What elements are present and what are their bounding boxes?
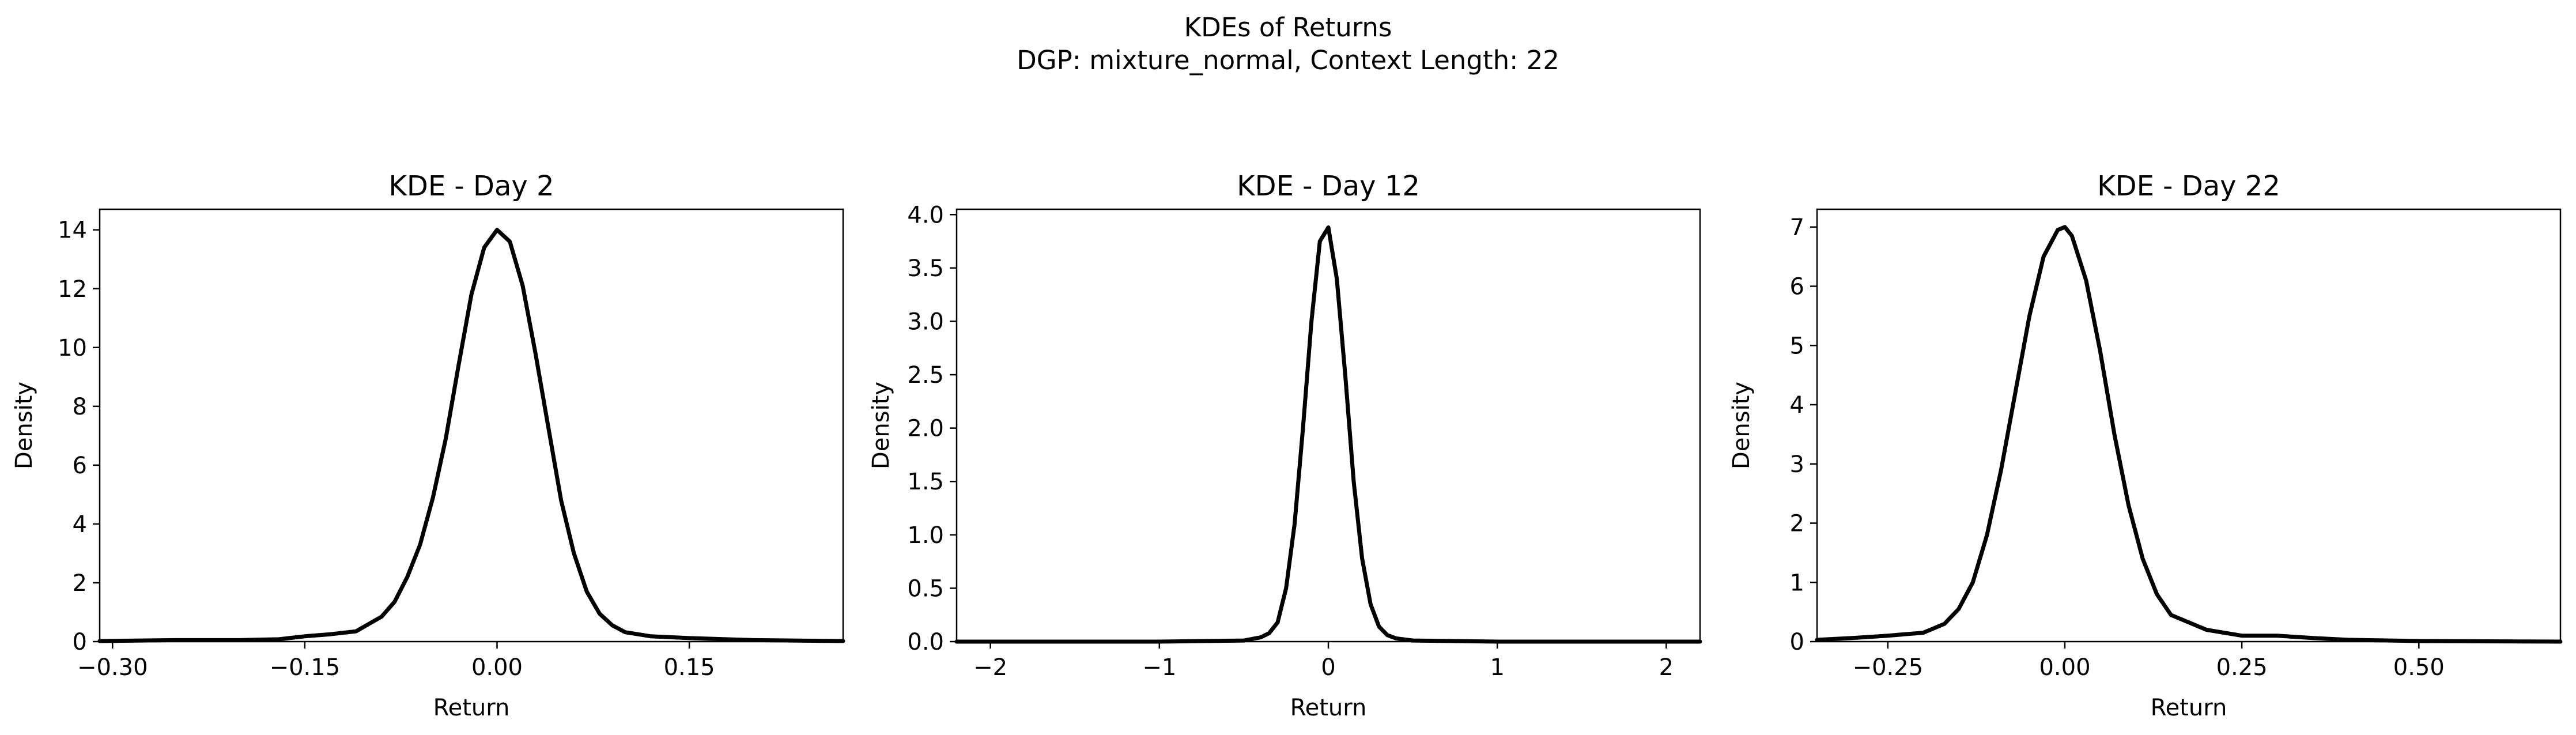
subplot-title: KDE - Day 12 bbox=[1237, 170, 1420, 202]
x-tick-label: 0.25 bbox=[2216, 654, 2268, 681]
x-tick-label: 0.00 bbox=[2039, 654, 2090, 681]
figure-title-line1: KDEs of Returns bbox=[1184, 12, 1392, 43]
y-tick-label: 0 bbox=[73, 629, 87, 655]
x-axis-label: Return bbox=[2151, 695, 2227, 721]
y-tick-label: 5 bbox=[1790, 333, 1804, 359]
y-tick-label: 6 bbox=[73, 453, 87, 479]
x-tick-label: −0.30 bbox=[77, 654, 148, 681]
y-tick-label: 4 bbox=[73, 511, 87, 538]
x-tick-label: 0 bbox=[1321, 654, 1335, 681]
y-tick-label: 10 bbox=[58, 335, 87, 361]
x-tick-label: −0.25 bbox=[1853, 654, 1924, 681]
y-tick-label: 1.0 bbox=[907, 522, 944, 549]
subplot-title: KDE - Day 22 bbox=[2097, 170, 2280, 202]
y-axis-label: Density bbox=[1728, 382, 1755, 469]
y-tick-label: 4.0 bbox=[907, 202, 944, 228]
y-axis-label: Density bbox=[11, 382, 37, 469]
y-tick-label: 2 bbox=[1790, 511, 1804, 537]
x-tick-label: −0.15 bbox=[270, 654, 341, 681]
subplot-title: KDE - Day 2 bbox=[388, 170, 554, 202]
x-tick-label: 1 bbox=[1490, 654, 1504, 681]
y-tick-label: 6 bbox=[1790, 274, 1804, 300]
y-tick-label: 2 bbox=[73, 570, 87, 597]
y-axis-label: Density bbox=[868, 382, 894, 469]
y-tick-label: 1.5 bbox=[907, 469, 944, 495]
axes-frame bbox=[99, 208, 844, 643]
y-tick-label: 7 bbox=[1790, 214, 1804, 241]
x-tick-label: 0.50 bbox=[2393, 654, 2445, 681]
subplot-2: −2 −1 0 1 2 0.0 0.5 1.0 1.5 2.0 2.5 3.0 3.5 4.0 KDE - … bbox=[868, 170, 1702, 721]
kde-curve bbox=[97, 228, 845, 643]
subplot-3: −0.25 0.00 0.25 0.50 0 1 2 3 4 5 6 7 KDE - Day 22 Ret… bbox=[1728, 170, 2563, 721]
y-tick-label: 12 bbox=[58, 276, 87, 303]
x-tick-label: −1 bbox=[1142, 654, 1176, 681]
y-tick-label: 3.5 bbox=[907, 255, 944, 282]
x-tick-label: 2 bbox=[1659, 654, 1674, 681]
kde-curve bbox=[1815, 225, 2563, 644]
y-tick-label: 0.5 bbox=[907, 575, 944, 602]
figure-title-line2: DGP: mixture_normal, Context Length: 22 bbox=[1017, 45, 1559, 76]
x-tick-label: 0.00 bbox=[471, 654, 523, 681]
y-tick-label: 2.0 bbox=[907, 416, 944, 442]
y-tick-label: 1 bbox=[1790, 570, 1804, 596]
y-tick-label: 14 bbox=[58, 217, 87, 244]
y-tick-label: 0 bbox=[1790, 629, 1804, 655]
y-tick-label: 3.0 bbox=[907, 308, 944, 335]
axes-frame bbox=[955, 208, 1701, 643]
x-axis-label: Return bbox=[1290, 695, 1367, 721]
kde-curve bbox=[954, 225, 1702, 644]
y-tick-label: 3 bbox=[1790, 451, 1804, 478]
axes-frame bbox=[1816, 208, 2562, 643]
y-tick-label: 8 bbox=[73, 394, 87, 420]
x-axis-label: Return bbox=[433, 695, 510, 721]
y-tick-label: 2.5 bbox=[907, 362, 944, 389]
y-tick-label: 4 bbox=[1790, 392, 1804, 419]
y-tick-label: 0.0 bbox=[907, 629, 944, 655]
x-tick-label: 0.15 bbox=[664, 654, 715, 681]
x-tick-label: −2 bbox=[973, 654, 1007, 681]
subplot-1: −0.30 −0.15 0.00 0.15 0 2 4 6 8 10 12 14 KDE - Day 2… bbox=[11, 170, 845, 721]
